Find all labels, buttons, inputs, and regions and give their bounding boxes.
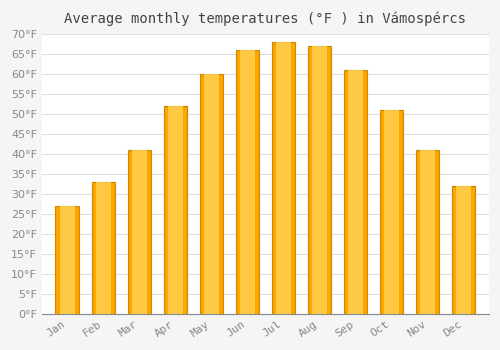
Bar	[308, 46, 331, 314]
Bar	[56, 206, 79, 314]
Bar	[344, 70, 367, 314]
Bar	[132, 150, 147, 314]
Bar	[204, 74, 219, 314]
Bar	[420, 150, 435, 314]
Bar	[60, 206, 75, 314]
Bar	[312, 46, 327, 314]
Bar	[168, 106, 183, 314]
Bar	[348, 70, 363, 314]
Bar	[96, 182, 111, 314]
Bar	[272, 42, 295, 314]
Bar	[380, 110, 404, 314]
Bar	[416, 150, 440, 314]
Bar	[384, 110, 399, 314]
Bar	[276, 42, 291, 314]
Bar	[128, 150, 151, 314]
Bar	[452, 186, 475, 314]
Bar	[200, 74, 223, 314]
Bar	[240, 50, 255, 314]
Bar	[92, 182, 115, 314]
Bar	[236, 50, 259, 314]
Bar	[164, 106, 187, 314]
Bar	[456, 186, 471, 314]
Title: Average monthly temperatures (°F ) in Vámospércs: Average monthly temperatures (°F ) in Vá…	[64, 11, 466, 26]
